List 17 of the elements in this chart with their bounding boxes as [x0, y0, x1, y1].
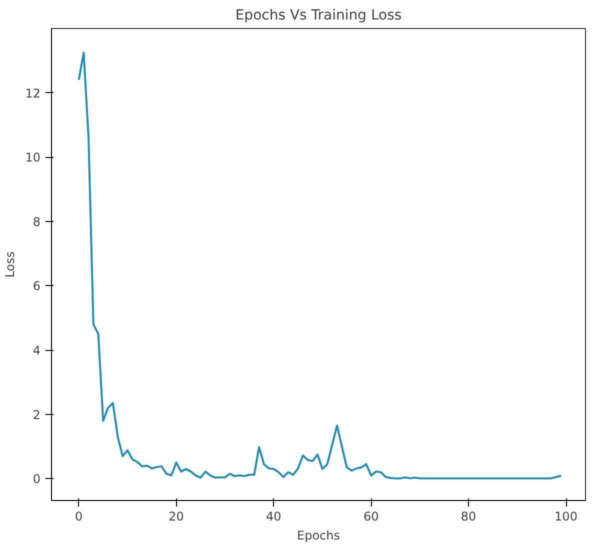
x-tick-label: 100 — [554, 510, 578, 524]
y-tick-label: 4 — [32, 344, 41, 358]
y-tick-label: 10 — [25, 150, 41, 165]
x-tick-label: 0 — [74, 510, 83, 524]
x-tick-label: 80 — [460, 510, 476, 524]
y-tick-label: 0 — [32, 472, 41, 486]
y-axis-title: Loss — [3, 251, 18, 278]
x-tick-label: 20 — [168, 510, 184, 524]
x-tick-label: 60 — [363, 510, 379, 524]
x-tick-label: 40 — [266, 510, 282, 524]
y-tick-label: 8 — [32, 214, 41, 229]
y-tick-label: 6 — [32, 279, 41, 294]
chart-title: Epochs Vs Training Loss — [235, 8, 402, 24]
y-tick-label: 12 — [25, 86, 41, 100]
x-axis-title: Epochs — [297, 528, 340, 542]
line-series — [78, 52, 562, 480]
y-tick-label: 2 — [32, 408, 41, 422]
